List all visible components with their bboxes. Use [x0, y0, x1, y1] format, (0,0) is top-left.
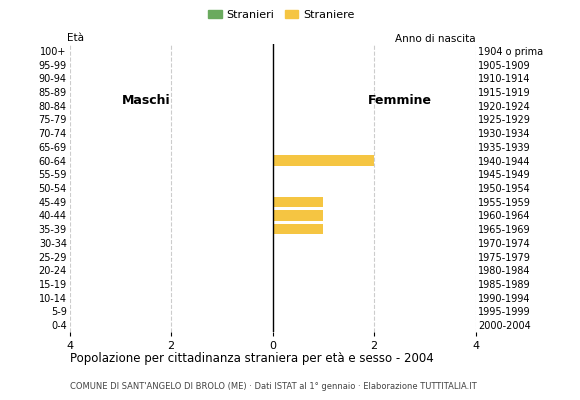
- Bar: [273, 224, 324, 234]
- Legend: Stranieri, Straniere: Stranieri, Straniere: [204, 6, 358, 24]
- Text: COMUNE DI SANT'ANGELO DI BROLO (ME) · Dati ISTAT al 1° gennaio · Elaborazione TU: COMUNE DI SANT'ANGELO DI BROLO (ME) · Da…: [70, 382, 476, 391]
- Bar: [273, 196, 324, 207]
- Text: Età: Età: [67, 33, 84, 43]
- Bar: [273, 210, 324, 220]
- Text: Popolazione per cittadinanza straniera per età e sesso - 2004: Popolazione per cittadinanza straniera p…: [70, 352, 433, 365]
- Text: Anno di nascita: Anno di nascita: [395, 34, 476, 44]
- Bar: [273, 156, 374, 166]
- Text: Femmine: Femmine: [368, 94, 432, 107]
- Text: Maschi: Maschi: [121, 94, 170, 107]
